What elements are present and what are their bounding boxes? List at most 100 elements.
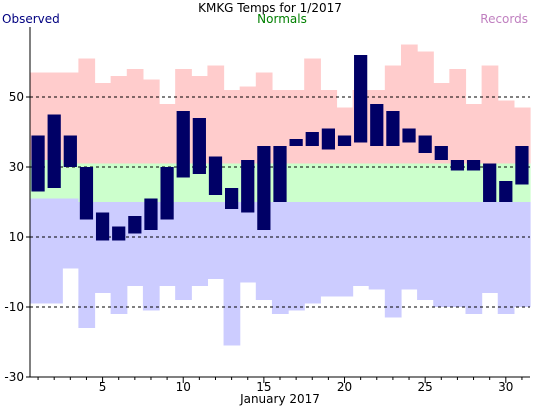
record-high-bar-day-15 <box>255 72 273 164</box>
record-high-bar-day-29 <box>481 65 499 164</box>
normal-range-bar-day-25 <box>417 163 434 202</box>
record-high-bar-day-9 <box>159 104 176 164</box>
observed-bar-day-26 <box>434 146 448 160</box>
observed-bar-day-11 <box>192 118 206 174</box>
observed-bar-day-17 <box>289 139 303 146</box>
record-low-bar-day-20 <box>336 202 354 297</box>
observed-range-layer <box>31 55 529 241</box>
observed-bar-day-22 <box>370 104 384 146</box>
observed-bar-day-25 <box>418 135 432 153</box>
record-high-bar-day-5 <box>94 83 112 164</box>
record-low-bar-day-18 <box>304 202 321 304</box>
legend-normals: Normals <box>257 12 307 26</box>
record-low-bar-day-2 <box>46 198 63 304</box>
observed-bar-day-18 <box>305 132 319 146</box>
normal-range-bar-day-17 <box>288 163 305 202</box>
record-high-bar-day-16 <box>271 90 289 164</box>
record-high-bar-day-8 <box>142 79 160 164</box>
normal-range-bar-day-20 <box>336 163 354 202</box>
observed-bar-day-23 <box>386 111 400 146</box>
record-low-bar-day-13 <box>223 202 241 346</box>
observed-bar-day-1 <box>31 135 45 192</box>
record-low-bar-day-9 <box>159 202 176 286</box>
record-low-bar-day-4 <box>78 202 96 328</box>
record-low-bar-day-30 <box>497 202 515 314</box>
observed-bar-day-14 <box>241 160 255 213</box>
normal-range-bar-day-22 <box>368 163 386 202</box>
gridlines-layer <box>30 96 530 308</box>
normal-range-bar-day-5 <box>94 163 112 202</box>
observed-bar-day-15 <box>257 146 271 230</box>
observed-bar-day-9 <box>160 167 174 220</box>
observed-bar-day-4 <box>79 167 94 220</box>
record-low-bar-day-16 <box>271 202 289 314</box>
record-high-bar-day-17 <box>288 90 305 164</box>
record-low-bar-day-12 <box>207 202 225 279</box>
observed-bar-day-24 <box>402 128 416 143</box>
record-low-bar-day-26 <box>433 202 450 307</box>
normal-range-bar-day-21 <box>352 163 370 202</box>
observed-bar-day-27 <box>450 160 465 171</box>
x-tick-label-30: 30 <box>498 380 513 394</box>
normal-range-bar-day-26 <box>433 163 450 202</box>
record-high-bar-day-30 <box>497 100 515 164</box>
observed-bar-day-5 <box>95 212 110 241</box>
record-high-bar-day-18 <box>304 58 321 164</box>
record-high-bar-day-24 <box>400 44 418 164</box>
record-low-bar-day-1 <box>30 198 47 304</box>
observed-bar-day-8 <box>144 198 158 230</box>
observed-bar-day-31 <box>515 146 529 185</box>
observed-bar-day-7 <box>128 216 142 234</box>
record-high-bar-day-28 <box>465 104 483 164</box>
observed-bar-day-16 <box>273 146 287 202</box>
record-high-bar-day-4 <box>78 58 96 164</box>
legend-observed: Observed <box>2 12 60 26</box>
observed-bar-day-30 <box>499 181 513 202</box>
record-high-bar-day-27 <box>449 69 467 164</box>
observed-bar-day-12 <box>208 156 223 195</box>
legend-records: Records <box>480 12 528 26</box>
observed-bar-day-21 <box>354 55 368 143</box>
record-high-bar-day-13 <box>223 90 241 164</box>
x-tick-label-20: 20 <box>337 380 352 394</box>
normal-range-bar-day-6 <box>110 163 128 202</box>
x-tick-label-10: 10 <box>176 380 191 394</box>
record-low-bar-day-7 <box>126 202 144 286</box>
normal-range-bar-day-19 <box>320 163 338 202</box>
y-tick-label-10: 10 <box>9 230 24 244</box>
record-low-bar-day-10 <box>175 202 192 300</box>
observed-bar-day-28 <box>466 160 481 171</box>
observed-bar-day-3 <box>63 135 77 167</box>
record-low-bar-day-23 <box>384 202 402 318</box>
normal-range-bar-day-8 <box>142 163 160 202</box>
observed-bar-day-29 <box>483 163 497 202</box>
record-low-bar-day-29 <box>481 202 499 293</box>
normal-range-bar-day-7 <box>126 163 144 202</box>
record-low-bar-day-11 <box>191 202 209 286</box>
y-tick-label--10: -10 <box>4 300 24 314</box>
record-low-bar-day-19 <box>320 202 338 297</box>
normal-range-bar-day-27 <box>449 163 467 202</box>
record-high-bar-day-7 <box>126 69 144 164</box>
observed-bar-day-2 <box>47 114 61 188</box>
record-high-bar-day-12 <box>207 65 225 164</box>
y-tick-label--30: -30 <box>4 370 24 384</box>
chart-title: KMKG Temps for 1/2017 <box>198 1 342 15</box>
record-low-bar-day-31 <box>513 202 531 307</box>
normal-range-bar-day-18 <box>304 163 321 202</box>
y-tick-label-30: 30 <box>9 160 24 174</box>
observed-bar-day-13 <box>225 188 239 209</box>
record-low-bar-day-3 <box>62 198 79 269</box>
labels-layer: 5 10 15 20 25 30 -30 -10 10 30 50 KMKG Temps for 1/… <box>2 1 528 406</box>
observed-bar-day-10 <box>176 111 190 178</box>
x-tick-label-15: 15 <box>256 380 271 394</box>
record-low-bar-day-14 <box>239 202 257 283</box>
y-tick-label-50: 50 <box>9 90 24 104</box>
record-low-bar-day-22 <box>368 202 386 290</box>
record-high-bar-day-19 <box>320 90 338 164</box>
record-low-bar-day-17 <box>288 202 305 311</box>
observed-bar-day-20 <box>337 135 352 146</box>
x-tick-label-25: 25 <box>418 380 433 394</box>
normal-range-bar-day-23 <box>384 163 402 202</box>
